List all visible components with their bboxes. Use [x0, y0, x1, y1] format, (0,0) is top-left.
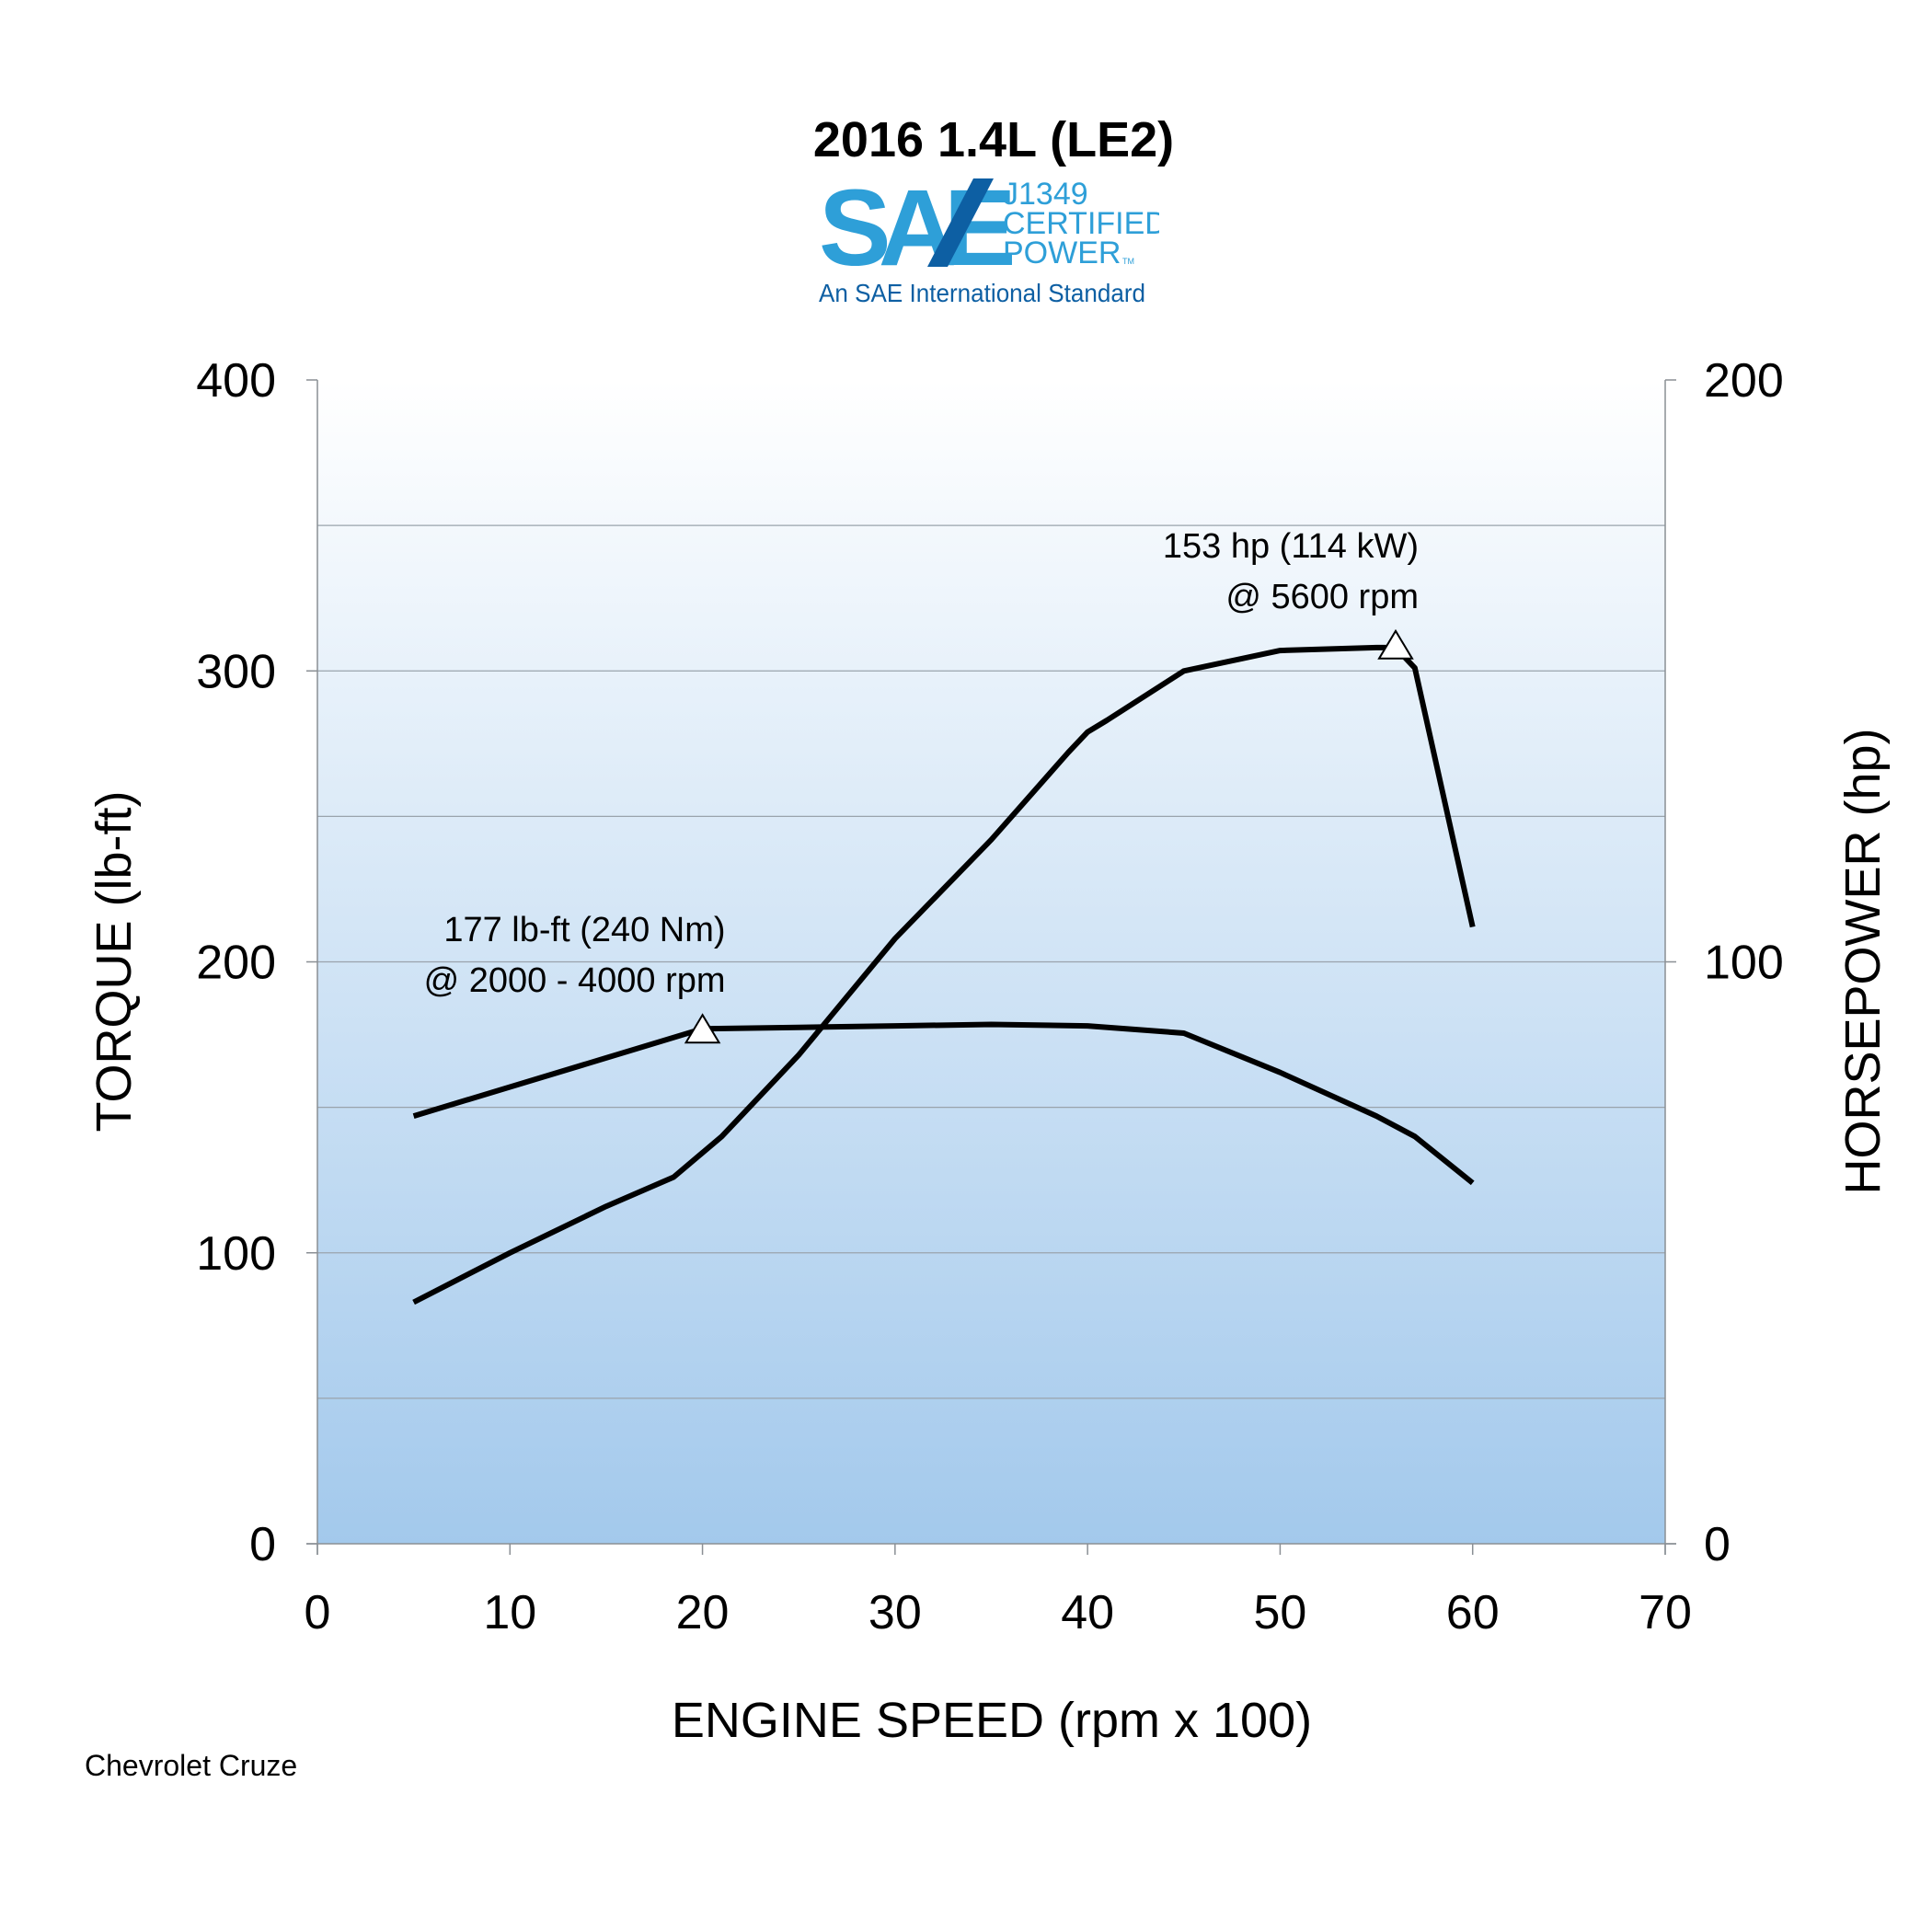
y-tick-label-left: 200: [196, 937, 276, 990]
x-axis-label: ENGINE SPEED (rpm x 100): [672, 1693, 1312, 1748]
logo-mark-sae: SAE: [819, 177, 1013, 289]
peak-torque-marker: [684, 1013, 721, 1044]
annotation-label-line-1: 153 hp (114 kW): [1163, 527, 1419, 566]
x-tick-label: 40: [1061, 1586, 1114, 1639]
y-tick-label-left: 100: [196, 1227, 276, 1281]
data-series: [412, 644, 1476, 1305]
y-tick-label-right: 0: [1704, 1518, 1731, 1571]
y-tick-label-left: 300: [196, 645, 276, 698]
annotation-label-line-2: @ 2000 - 4000 rpm: [424, 961, 726, 1000]
x-tick-label: 60: [1446, 1586, 1500, 1639]
y-axis-label-right: HORSEPOWER (hp): [1835, 728, 1891, 1194]
chart-title: 2016 1.4L (LE2): [813, 112, 1174, 167]
annotation-label-line-2: @ 5600 rpm: [1225, 578, 1419, 616]
y-tick-label-left: 400: [196, 354, 276, 408]
logo-accent-shape: [927, 178, 994, 267]
logo-tagline: An SAE International Standard: [819, 279, 1145, 307]
logo-line-3: POWER: [1003, 236, 1121, 270]
y-tick-label-right: 200: [1704, 354, 1784, 408]
footer-vehicle-note: Chevrolet Cruze: [85, 1749, 298, 1782]
horsepower-line: [412, 644, 1476, 1305]
annotation-label-line-1: 177 lb-ft (240 Nm): [443, 911, 725, 949]
logo-tm: TM: [1122, 257, 1134, 266]
axes: [306, 379, 1676, 1555]
y-tick-label-left: 0: [249, 1518, 276, 1571]
x-tick-label: 0: [305, 1586, 331, 1639]
x-tick-label: 50: [1254, 1586, 1307, 1639]
tick-labels: 0 100 200 300 400 0 100 200 0 10 20 30 40 50 60 70: [196, 354, 1784, 1639]
logo-line-2: CERTIFIED: [1003, 206, 1159, 241]
x-tick-label: 20: [676, 1586, 730, 1639]
sae-certified-logo: SAE J1349 CERTIFIED POWER TM An SAE Inte…: [819, 167, 1167, 310]
x-tick-label: 10: [483, 1586, 536, 1639]
y-tick-label-right: 100: [1704, 937, 1784, 990]
peak-horsepower-marker: [1377, 628, 1414, 660]
x-tick-label: 30: [868, 1586, 922, 1639]
gridlines: [317, 524, 1665, 1399]
torque-line: [412, 1021, 1475, 1186]
y-axis-label-left: TORQUE (lb-ft): [86, 790, 142, 1132]
logo-line-1: J1349: [1003, 177, 1088, 212]
x-tick-label: 70: [1639, 1586, 1692, 1639]
annotations: 177 lb-ft (240 Nm) @ 2000 - 4000 rpm 153 h…: [424, 527, 1419, 1044]
